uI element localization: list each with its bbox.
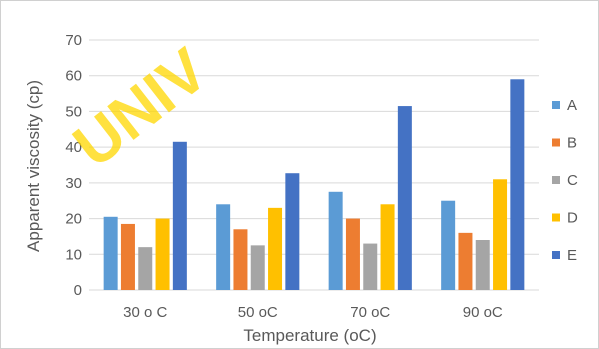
legend-swatch-E <box>552 251 560 259</box>
bar-C-3 <box>363 243 378 290</box>
bar-D-2 <box>268 207 283 290</box>
legend-label: A <box>567 97 577 114</box>
bar-D-3 <box>380 204 395 290</box>
bar-A-4 <box>441 200 456 290</box>
y-tick-label: 10 <box>65 246 82 263</box>
y-tick-label: 70 <box>65 32 82 49</box>
bar-B-3 <box>345 218 360 290</box>
y-tick-label: 60 <box>65 68 82 85</box>
bar-C-4 <box>475 240 490 290</box>
bar-B-1 <box>120 223 135 290</box>
x-tick-labels: 30 o C 50 oC 70 oC 90 oC <box>123 304 503 321</box>
bar-D-4 <box>493 179 508 290</box>
watermark-text: UNIV <box>61 35 220 181</box>
bar-D-1 <box>155 218 170 290</box>
bar-C-1 <box>138 247 153 290</box>
legend-swatch-C <box>552 176 560 184</box>
y-tick-labels: 0 10 20 30 40 50 60 70 <box>65 32 82 299</box>
bar-E-1 <box>172 141 187 290</box>
legend: A B C D E <box>552 97 578 264</box>
legend-swatch-D <box>552 213 560 222</box>
legend-swatch-A <box>552 101 560 109</box>
y-tick-label: 50 <box>65 103 82 120</box>
x-tick-label: 90 oC <box>463 304 503 321</box>
legend-label: D <box>567 210 578 227</box>
legend-label: E <box>567 247 577 264</box>
legend-label: C <box>567 172 578 189</box>
legend-label: B <box>567 135 577 152</box>
bar-B-4 <box>458 232 473 290</box>
y-axis-title: Apparent viscosity (cp) <box>24 80 43 252</box>
y-tick-label: 30 <box>65 175 82 192</box>
legend-swatch-B <box>552 138 560 147</box>
bar-E-3 <box>397 106 412 290</box>
y-tick-label: 0 <box>74 282 82 299</box>
y-tick-label: 40 <box>65 139 82 156</box>
bar-C-2 <box>250 245 265 290</box>
bars <box>103 79 525 291</box>
bar-E-4 <box>510 79 525 291</box>
y-tick-label: 20 <box>65 211 82 228</box>
x-tick-label: 30 o C <box>123 304 167 321</box>
bar-B-2 <box>233 229 248 290</box>
x-tick-label: 70 oC <box>350 304 390 321</box>
bar-A-3 <box>328 191 343 290</box>
bar-A-2 <box>216 204 231 290</box>
bar-A-1 <box>103 216 118 290</box>
x-axis-title: Temperature (oC) <box>243 326 376 345</box>
bar-E-2 <box>285 173 300 290</box>
x-tick-label: 50 oC <box>238 304 278 321</box>
